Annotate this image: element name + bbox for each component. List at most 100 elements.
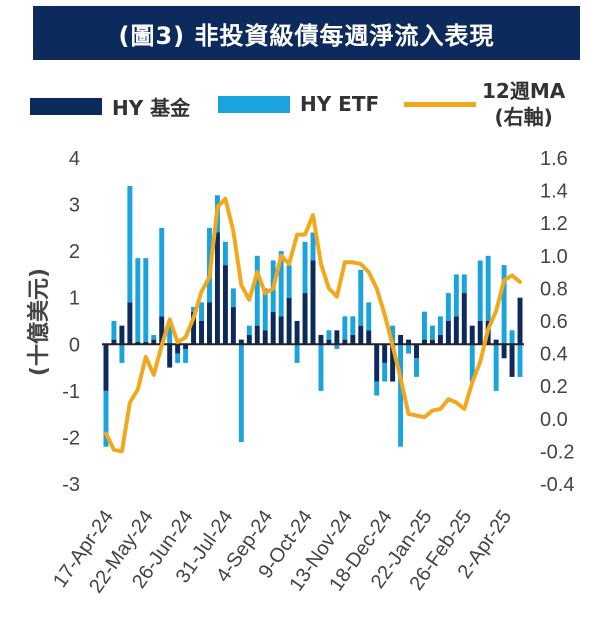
- bar-hy-etf: [382, 362, 388, 382]
- legend-swatch-ma: [404, 101, 476, 107]
- legend-item-hy-fund: HY 基金: [30, 92, 190, 121]
- bar-hy-etf: [517, 344, 523, 377]
- bar-hy-etf: [183, 348, 189, 363]
- y-left-tick-0: 4: [69, 148, 80, 170]
- bar-hy-etf: [350, 316, 356, 335]
- bar-hy-etf: [119, 344, 125, 363]
- y-left-tick-4: 0: [69, 334, 80, 356]
- bar-hy-fund: [262, 330, 268, 345]
- bar-hy-fund: [350, 334, 356, 345]
- bar-hy-fund: [429, 339, 435, 345]
- bar-hy-etf: [294, 344, 300, 363]
- bar-hy-etf: [485, 255, 491, 321]
- bar-hy-etf: [318, 344, 324, 391]
- bar-hy-fund: [270, 311, 276, 345]
- bar-hy-etf: [254, 255, 260, 326]
- bar-hy-etf: [135, 258, 141, 342]
- bar-hy-fund: [127, 302, 133, 345]
- bar-hy-fund: [382, 344, 388, 363]
- bar-hy-etf: [366, 302, 372, 331]
- y-left-tick-2: 2: [69, 241, 80, 263]
- bar-hy-fund: [310, 260, 316, 345]
- bar-hy-etf: [151, 334, 157, 340]
- bar-hy-fund: [167, 344, 173, 368]
- bar-hy-fund: [326, 339, 332, 345]
- bar-hy-etf: [422, 311, 427, 340]
- y-right-tick-4: 0.8: [540, 278, 568, 300]
- y-axis-label: (十億美元): [26, 268, 52, 376]
- bar-hy-fund: [254, 325, 260, 345]
- bar-hy-fund: [398, 334, 404, 345]
- bar-hy-fund: [445, 321, 451, 345]
- bar-hy-etf: [127, 185, 133, 303]
- bar-hy-fund: [509, 344, 515, 377]
- bar-hy-fund: [207, 302, 212, 345]
- bar-hy-etf: [469, 344, 475, 382]
- bar-hy-etf: [406, 344, 412, 354]
- bar-hy-etf: [230, 288, 236, 308]
- y-left-tick-7: -3: [62, 474, 80, 496]
- bar-hy-etf: [159, 227, 165, 317]
- bar-hy-etf: [103, 390, 109, 447]
- legend-label-ma: 12週MA (右軸): [482, 78, 565, 130]
- bar-hy-etf: [199, 302, 204, 321]
- y-right-tick-8: 0.0: [540, 409, 568, 431]
- bar-hy-etf: [238, 344, 244, 443]
- legend-label-hy-etf: HY ETF: [300, 92, 380, 116]
- bar-hy-etf: [398, 344, 404, 447]
- bar-hy-fund: [111, 339, 117, 345]
- bar-hy-etf: [358, 269, 364, 326]
- bar-hy-fund: [230, 307, 236, 345]
- bar-hy-etf: [477, 260, 483, 321]
- chart-title: (圖3) 非投資級債每週淨流入表現: [118, 21, 495, 50]
- bar-hy-fund: [119, 325, 125, 345]
- y-right-tick-10: -0.4: [540, 474, 574, 496]
- bar-hy-etf: [302, 241, 308, 294]
- y-right-tick-0: 1.6: [540, 148, 568, 170]
- bar-hy-fund: [151, 339, 157, 345]
- ma-line: [104, 196, 522, 454]
- bar-hy-fund: [238, 339, 244, 345]
- legend-label-hy-fund: HY 基金: [112, 96, 191, 120]
- bar-hy-fund: [366, 330, 372, 345]
- bar-hy-fund: [477, 321, 483, 345]
- bar-hy-etf: [509, 330, 515, 345]
- bar-hy-etf: [493, 344, 499, 391]
- bar-hy-fund: [222, 265, 228, 345]
- bar-hy-etf: [246, 325, 252, 335]
- y-left-tick-5: -1: [62, 381, 80, 403]
- bar-hy-etf: [222, 241, 228, 266]
- bar-hy-fund: [143, 341, 149, 345]
- bar-hy-fund: [191, 311, 197, 345]
- bar-hy-fund: [278, 316, 284, 345]
- bar-hy-fund: [214, 232, 220, 345]
- bar-hy-fund: [390, 344, 396, 382]
- bar-hy-fund: [103, 344, 109, 391]
- bar-hy-fund: [437, 334, 443, 345]
- bar-hy-etf: [286, 265, 292, 298]
- legend-swatch-hy-fund: [30, 98, 102, 115]
- bar-hy-fund: [406, 339, 412, 345]
- legend-swatch-hy-etf: [218, 95, 290, 113]
- bar-hy-fund: [453, 316, 459, 345]
- bar-hy-etf: [175, 353, 181, 363]
- y-right-tick-7: 0.2: [540, 376, 568, 398]
- bar-hy-etf: [374, 381, 380, 396]
- bar-hy-etf: [501, 265, 507, 345]
- y-left-tick-6: -2: [62, 427, 80, 449]
- bar-hy-fund: [199, 321, 204, 345]
- bar-hy-fund: [246, 334, 252, 345]
- bar-hy-fund: [183, 344, 189, 349]
- bar-hy-etf: [453, 274, 459, 317]
- bar-hy-fund: [422, 339, 427, 345]
- title-banner: (圖3) 非投資級債每週淨流入表現: [33, 6, 580, 60]
- bar-hy-etf: [390, 325, 396, 345]
- y-right-tick-5: 0.6: [540, 311, 568, 333]
- bar-hy-fund: [517, 297, 523, 345]
- bar-hy-etf: [414, 358, 419, 377]
- bar-hy-fund: [159, 316, 165, 345]
- bar-hy-etf: [334, 344, 340, 349]
- legend-item-ma: 12週MA (右軸): [404, 78, 565, 130]
- bar-hy-etf: [326, 330, 332, 340]
- bar-hy-etf: [143, 258, 149, 342]
